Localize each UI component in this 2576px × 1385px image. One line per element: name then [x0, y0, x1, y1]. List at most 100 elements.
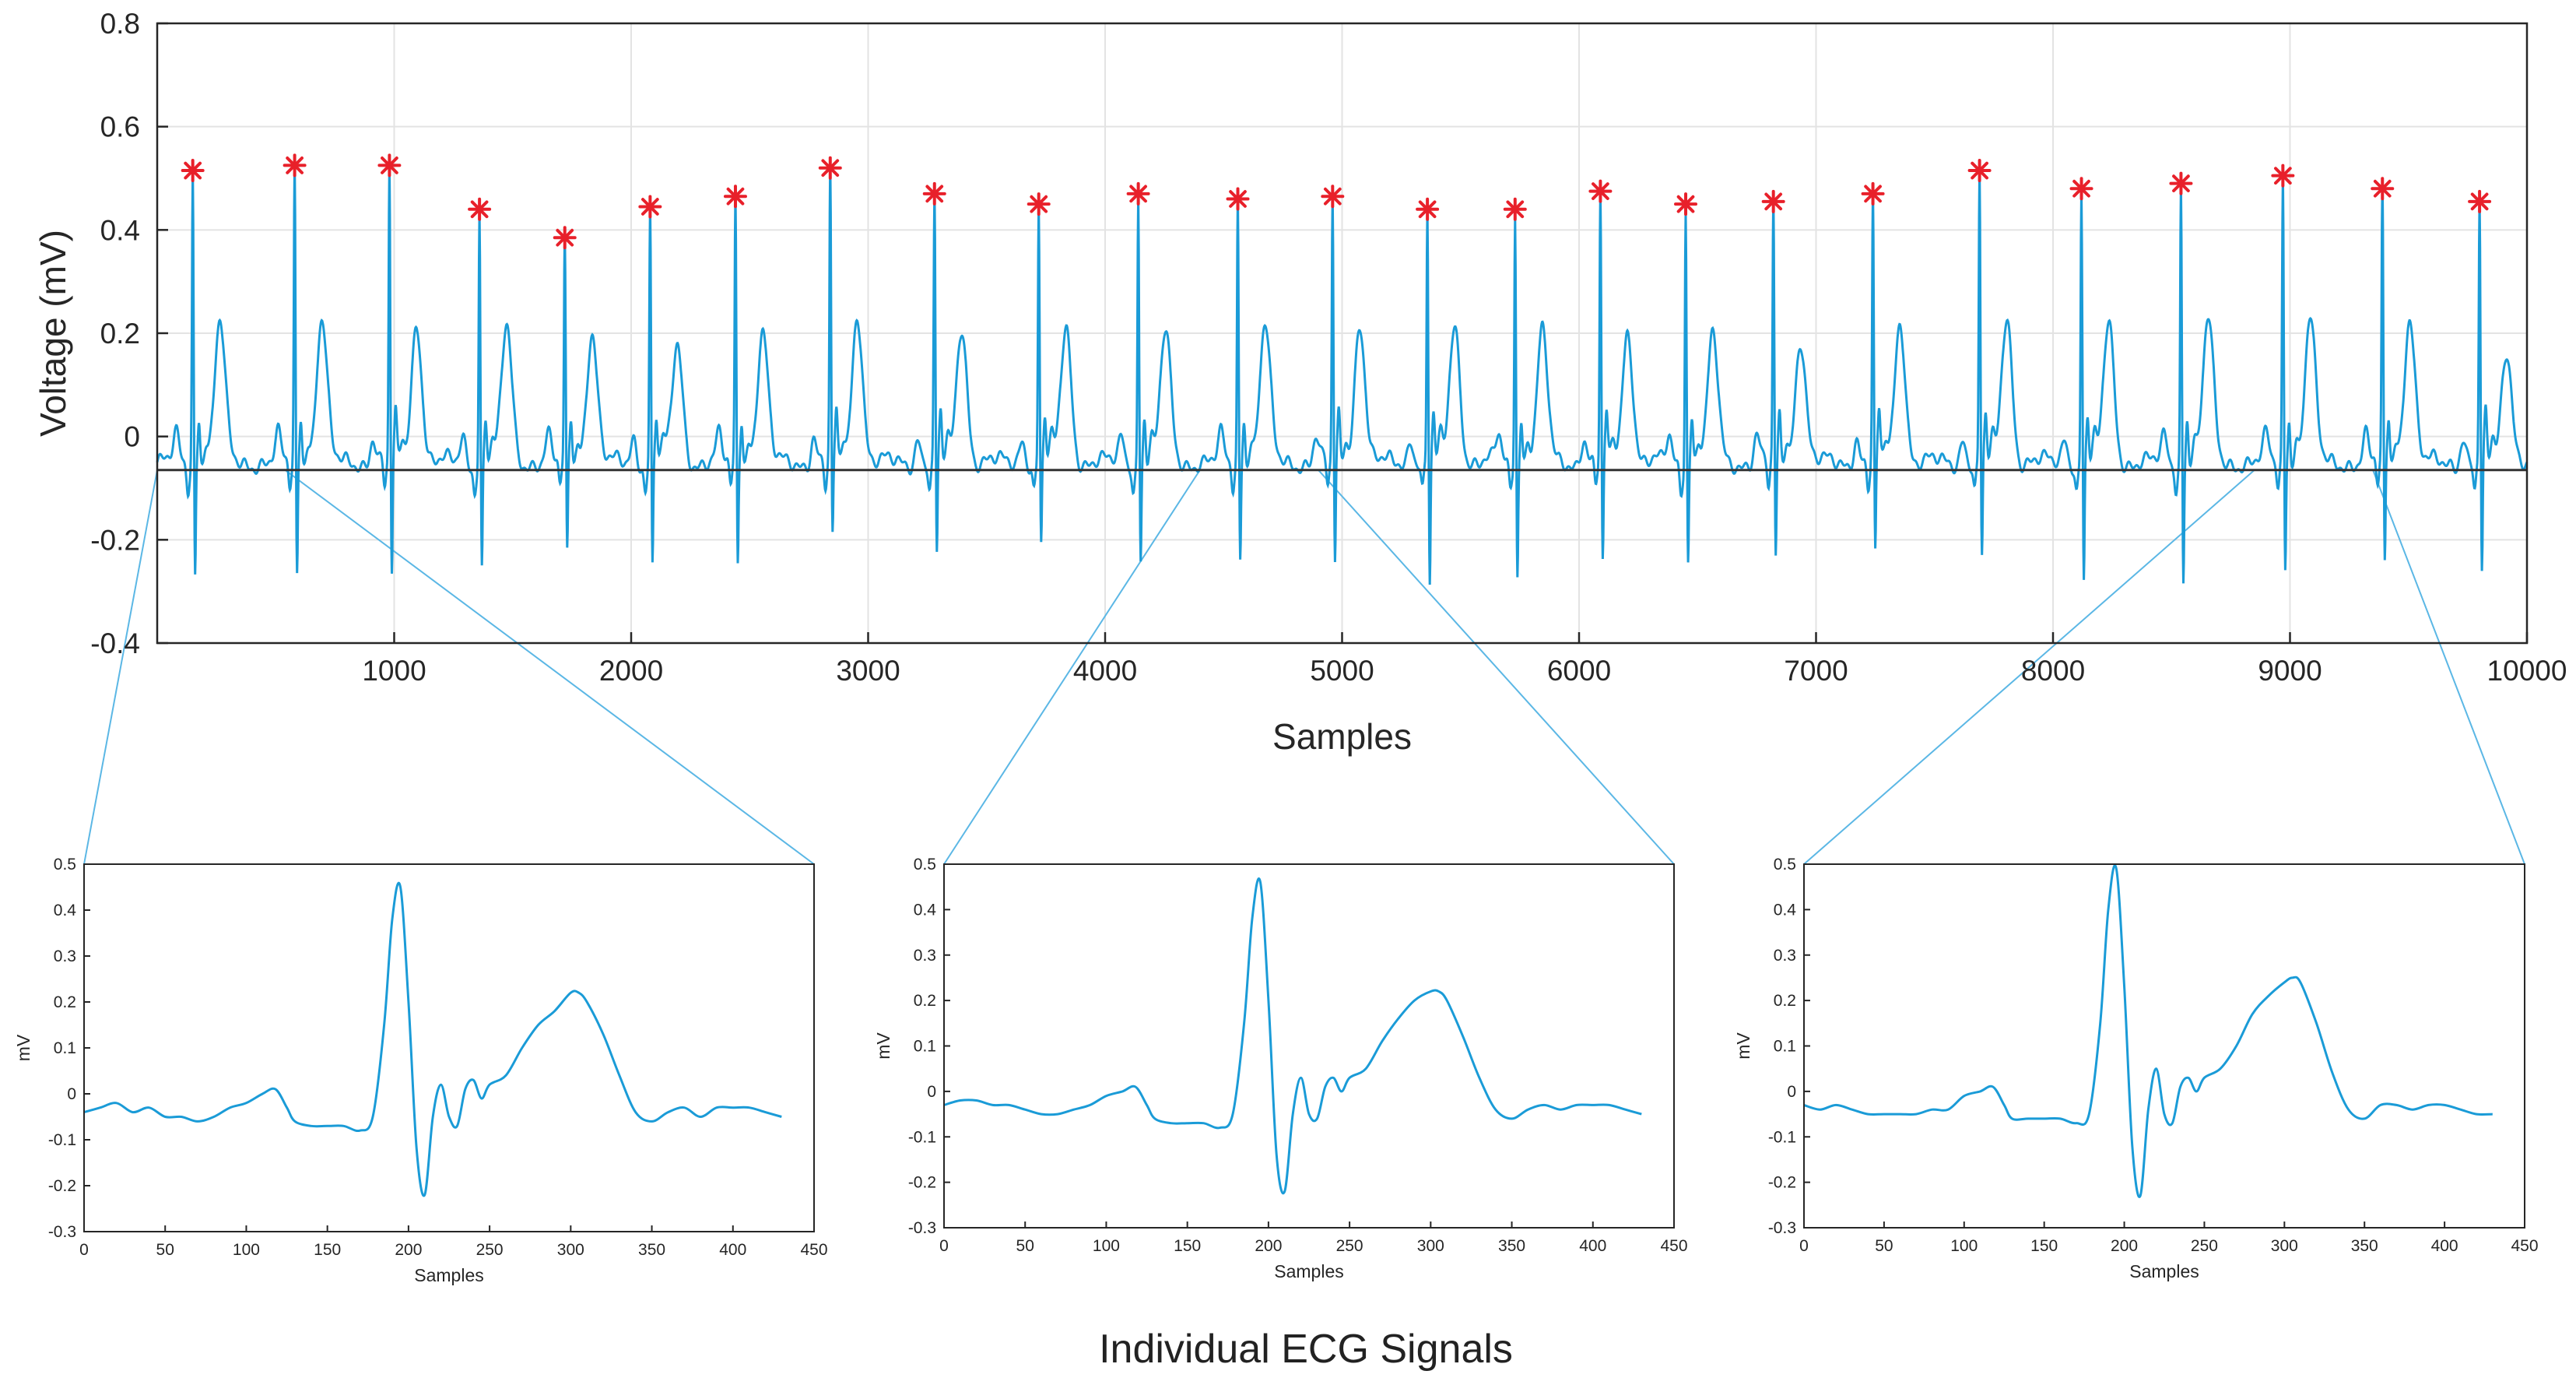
segment-y-tick-label: -0.3 — [1768, 1219, 1796, 1237]
segment-y-tick-label: 0.4 — [1774, 901, 1797, 919]
r-peak-marker — [2468, 189, 2492, 213]
segment-x-tick-label: 0 — [1799, 1237, 1809, 1255]
segment-y-tick-label: 0.3 — [914, 947, 936, 965]
segment-1-axes-box — [83, 863, 815, 1232]
main-x-tick-label: 8000 — [2021, 655, 2085, 687]
r-peak-marker — [468, 197, 492, 221]
r-peak-marker — [2169, 171, 2193, 195]
segment-y-tick-label: 0.1 — [54, 1039, 76, 1057]
segment-x-tick-label: 450 — [2511, 1237, 2538, 1255]
r-peak-marker — [1503, 197, 1527, 221]
r-peak-marker — [1967, 159, 1992, 183]
r-peak-marker — [723, 185, 747, 209]
main-y-tick-label: -0.2 — [90, 524, 140, 556]
main-x-tick-label: 9000 — [2258, 655, 2322, 687]
segment-y-tick-label: 0 — [67, 1085, 76, 1103]
segment-3-x-axis-label: Samples — [2129, 1261, 2199, 1281]
segment-x-tick-label: 100 — [233, 1241, 260, 1259]
main-y-tick-label: 0.4 — [100, 214, 140, 246]
r-peak-marker — [553, 226, 577, 250]
zoom-connector-right — [1318, 469, 1675, 865]
segment-3-y-axis-label: mV — [1733, 1032, 1753, 1060]
segment-y-tick-label: -0.1 — [48, 1131, 76, 1149]
segment-x-tick-label: 350 — [638, 1241, 665, 1259]
segment-x-tick-label: 200 — [395, 1241, 422, 1259]
main-x-tick-label: 2000 — [599, 655, 663, 687]
segment-x-tick-label: 200 — [1255, 1237, 1282, 1255]
segment-x-tick-label: 200 — [2111, 1237, 2138, 1255]
r-peak-marker — [1588, 179, 1613, 203]
zoom-connector-left — [1803, 469, 2255, 865]
segment-y-tick-label: -0.2 — [48, 1177, 76, 1195]
zoom-connector-left — [83, 469, 158, 865]
grid-layer — [157, 23, 2528, 644]
segment-chart-3: 0 50 100 150 200 250 300 350 400 450 -0.3 -0.2 -0.1 0… — [1733, 856, 2539, 1281]
segment-y-tick-label: -0.3 — [908, 1219, 936, 1237]
segment-y-tick-label: -0.2 — [908, 1174, 936, 1192]
segment-y-tick-label: 0.5 — [914, 856, 936, 874]
r-peak-marker — [181, 159, 205, 183]
segment-x-tick-label: 50 — [1875, 1237, 1893, 1255]
main-y-tick-label: 0.2 — [100, 318, 140, 350]
r-peak-marker — [1761, 189, 1785, 213]
r-peak-marker — [1861, 181, 1885, 206]
segment-2-axes-box — [943, 863, 1675, 1229]
segment-3-trace — [1803, 864, 2493, 1198]
main-y-tick-label: 0 — [124, 421, 140, 453]
main-chart: 1000 2000 3000 4000 5000 6000 7000 8000 9000 1000… — [33, 8, 2567, 757]
r-peak-marker — [1416, 197, 1440, 221]
segment-x-tick-label: 250 — [2191, 1237, 2218, 1255]
r-peak-marker — [1126, 181, 1150, 206]
r-peak-marker — [1226, 187, 1250, 211]
r-peak-marker — [638, 195, 662, 219]
main-ecg-trace — [156, 159, 2529, 585]
main-x-tick-label: 4000 — [1073, 655, 1137, 687]
r-peak-marker — [1027, 192, 1051, 216]
zoom-connector-left — [943, 469, 1201, 865]
main-x-axis-label: Samples — [1272, 716, 1412, 757]
segment-y-tick-label: -0.2 — [1768, 1174, 1796, 1192]
zoom-connector-right — [2372, 469, 2525, 865]
segment-chart-1: 0 50 100 150 200 250 300 350 400 450 -0.3 -0.2 -0.1 0… — [13, 856, 828, 1285]
segment-y-tick-label: 0.5 — [1774, 856, 1796, 874]
segment-x-tick-label: 250 — [476, 1241, 504, 1259]
r-peak-marker — [818, 156, 842, 180]
main-x-tick-label: 3000 — [836, 655, 900, 687]
zoom-connector-layer — [83, 469, 2525, 865]
main-x-tick-label: 5000 — [1310, 655, 1374, 687]
segment-x-tick-label: 250 — [1336, 1237, 1363, 1255]
segment-y-tick-label: 0 — [1787, 1083, 1796, 1101]
segment-x-tick-label: 450 — [1660, 1237, 1687, 1255]
segment-3-axes-box — [1803, 863, 2525, 1229]
segment-y-tick-label: -0.1 — [1768, 1128, 1796, 1146]
segment-y-tick-label: 0 — [927, 1083, 936, 1101]
segment-y-tick-label: 0.1 — [1774, 1038, 1796, 1056]
segment-y-tick-label: 0.4 — [54, 902, 77, 919]
segment-y-tick-label: 0.1 — [914, 1038, 936, 1056]
segment-x-tick-label: 300 — [1417, 1237, 1444, 1255]
figure-caption: Individual ECG Signals — [1099, 1327, 1513, 1372]
segment-1-y-axis-label: mV — [13, 1034, 33, 1061]
main-x-tick-label: 10000 — [2487, 655, 2567, 687]
main-y-tick-label: -0.4 — [90, 627, 140, 659]
r-peak-marker — [377, 153, 402, 178]
segment-2-trace — [943, 877, 1642, 1195]
segment-y-tick-label: 0.2 — [54, 993, 76, 1011]
segment-x-tick-label: 350 — [1498, 1237, 1525, 1255]
main-y-tick-label: 0.8 — [100, 8, 140, 40]
segment-x-tick-label: 150 — [1174, 1237, 1201, 1255]
segment-x-tick-label: 0 — [939, 1237, 949, 1255]
segment-2-x-axis-label: Samples — [1274, 1261, 1343, 1281]
segment-chart-2: 0 50 100 150 200 250 300 350 400 450 -0.3 -0.2 -0.1 0… — [873, 856, 1688, 1281]
segment-x-tick-label: 450 — [800, 1241, 827, 1259]
segment-x-tick-label: 400 — [1579, 1237, 1606, 1255]
segment-1-x-axis-label: Samples — [414, 1265, 483, 1285]
plots-layer: 1000 2000 3000 4000 5000 6000 7000 8000 9000 1000… — [13, 8, 2567, 1285]
segment-x-tick-label: 50 — [1016, 1237, 1034, 1255]
zoom-connector-right — [284, 469, 815, 865]
segment-x-tick-label: 50 — [156, 1241, 174, 1259]
segment-x-tick-label: 400 — [2431, 1237, 2458, 1255]
segment-y-tick-label: 0.3 — [54, 947, 76, 965]
r-peak-marker — [2069, 177, 2093, 201]
